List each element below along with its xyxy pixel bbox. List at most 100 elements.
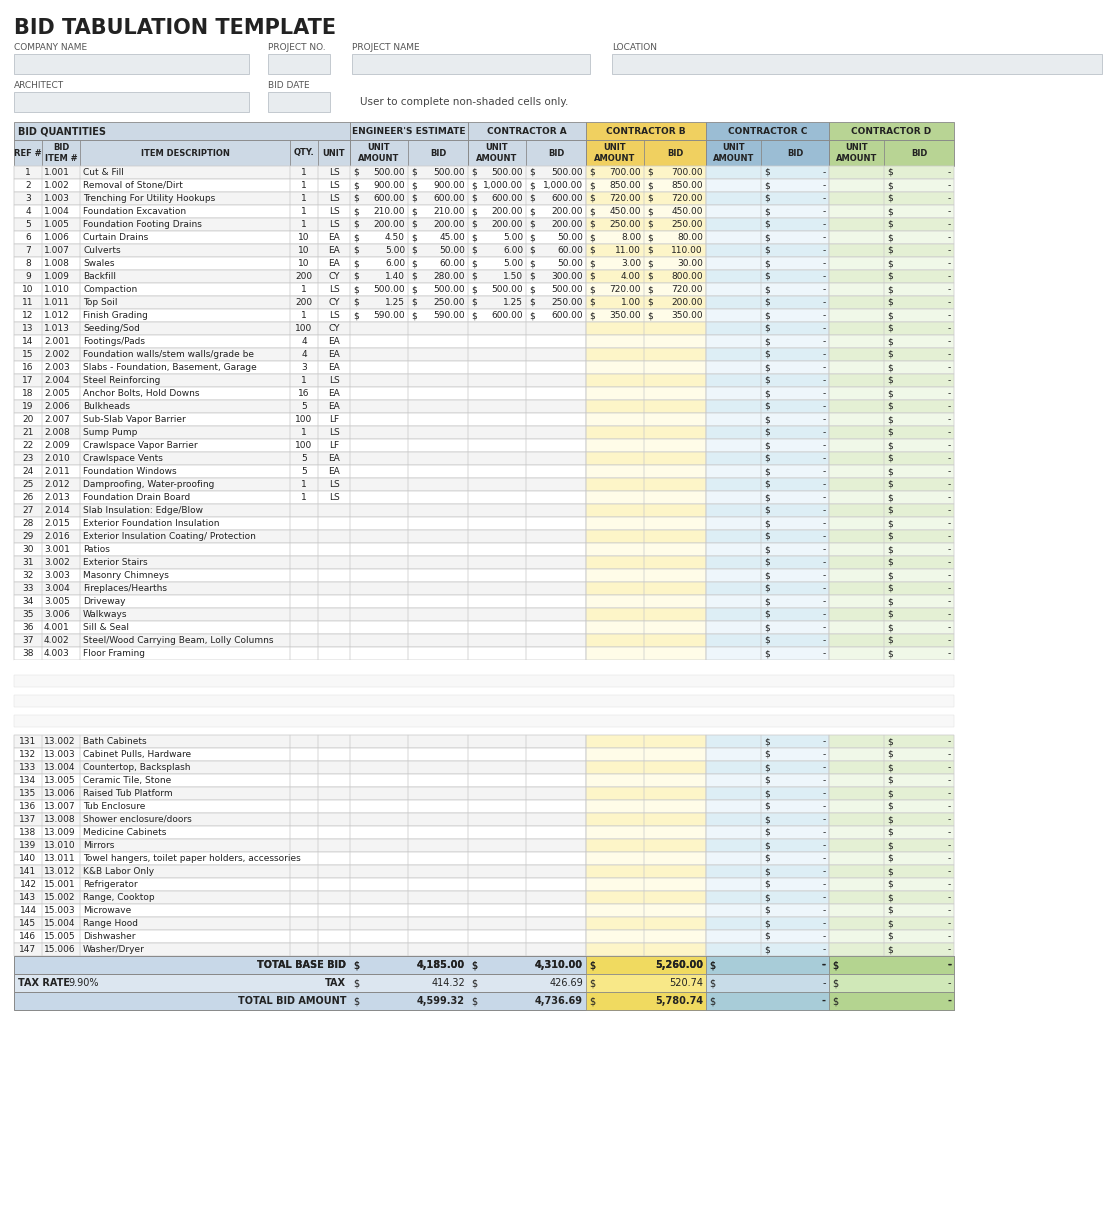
Text: 33: 33	[22, 584, 34, 593]
Bar	[830, 192, 954, 205]
Bar	[586, 595, 644, 608]
Bar	[318, 621, 350, 634]
Text: -: -	[948, 919, 951, 928]
Text: $: $	[353, 233, 359, 242]
Text: 1.004: 1.004	[44, 207, 69, 216]
Text: 250.00: 250.00	[434, 298, 465, 307]
Text: 30.00: 30.00	[678, 259, 703, 268]
Bar	[525, 244, 586, 257]
Text: $: $	[529, 181, 534, 190]
Bar	[350, 826, 408, 839]
Bar	[884, 490, 954, 504]
Bar	[350, 800, 408, 813]
Bar	[586, 748, 644, 761]
Bar	[15, 270, 42, 283]
Bar	[705, 813, 761, 826]
Bar	[644, 231, 705, 244]
Text: $: $	[764, 350, 770, 359]
Bar	[80, 773, 290, 787]
Text: -: -	[947, 978, 951, 988]
Bar	[586, 569, 705, 582]
Bar	[318, 375, 350, 387]
Bar	[830, 852, 884, 865]
Bar	[761, 451, 830, 465]
Bar	[15, 621, 586, 634]
Bar	[586, 839, 644, 852]
Bar	[15, 634, 42, 647]
Text: 450.00: 450.00	[609, 207, 641, 216]
Text: LF: LF	[329, 440, 339, 450]
Text: -: -	[948, 532, 951, 540]
Text: $: $	[589, 207, 595, 216]
Bar	[42, 387, 80, 400]
Bar	[42, 569, 80, 582]
Text: $: $	[353, 960, 359, 970]
Bar	[644, 478, 705, 490]
Text: 1.009: 1.009	[44, 272, 69, 281]
Bar	[42, 361, 80, 375]
Bar	[705, 361, 830, 375]
Bar	[884, 465, 954, 478]
Text: 5: 5	[301, 467, 306, 476]
Text: -: -	[823, 454, 826, 464]
Bar	[408, 478, 468, 490]
Text: $: $	[411, 259, 417, 268]
Text: -: -	[823, 220, 826, 229]
Bar	[15, 748, 42, 761]
Bar	[830, 608, 954, 621]
Bar	[318, 634, 350, 647]
Bar	[644, 439, 705, 451]
Bar	[290, 813, 318, 826]
Bar	[830, 992, 954, 1010]
Bar	[15, 283, 42, 296]
Bar	[318, 361, 350, 375]
Bar	[290, 608, 318, 621]
Text: $: $	[764, 337, 770, 346]
Text: $: $	[529, 246, 534, 255]
Bar	[644, 283, 705, 296]
Text: LS: LS	[329, 479, 340, 489]
Bar	[15, 205, 42, 218]
Text: -: -	[823, 403, 826, 411]
Bar	[586, 231, 644, 244]
Bar	[408, 336, 468, 348]
Text: 2.007: 2.007	[44, 415, 69, 425]
Text: -: -	[823, 298, 826, 307]
Text: $: $	[764, 623, 770, 632]
Text: 6.00: 6.00	[503, 246, 523, 255]
Bar	[644, 634, 705, 647]
Bar	[761, 504, 830, 517]
Text: 9: 9	[25, 272, 31, 281]
Bar	[318, 569, 350, 582]
Bar	[884, 270, 954, 283]
Text: 600.00: 600.00	[551, 194, 582, 203]
Bar	[586, 904, 644, 917]
Text: $: $	[764, 802, 770, 811]
Text: 1: 1	[25, 168, 31, 177]
Text: $: $	[529, 233, 534, 242]
Bar	[15, 439, 586, 451]
Text: 1.00: 1.00	[620, 298, 641, 307]
Bar	[884, 904, 954, 917]
Text: 5,260.00: 5,260.00	[655, 960, 703, 970]
Bar	[408, 773, 468, 787]
Bar	[705, 140, 830, 166]
Bar	[15, 322, 586, 336]
Bar	[42, 231, 80, 244]
Bar	[830, 361, 884, 375]
Bar	[15, 296, 42, 309]
Bar	[290, 179, 318, 192]
Text: $: $	[647, 220, 653, 229]
Bar	[705, 322, 761, 336]
Text: 28: 28	[22, 518, 34, 528]
Text: $: $	[709, 978, 716, 988]
Bar	[830, 647, 884, 660]
Bar	[318, 943, 350, 956]
Text: 3.002: 3.002	[44, 558, 69, 567]
Bar	[830, 634, 954, 647]
Text: -: -	[948, 479, 951, 489]
Bar	[830, 529, 884, 543]
Bar	[586, 826, 644, 839]
Bar	[830, 490, 884, 504]
Bar	[586, 956, 705, 974]
